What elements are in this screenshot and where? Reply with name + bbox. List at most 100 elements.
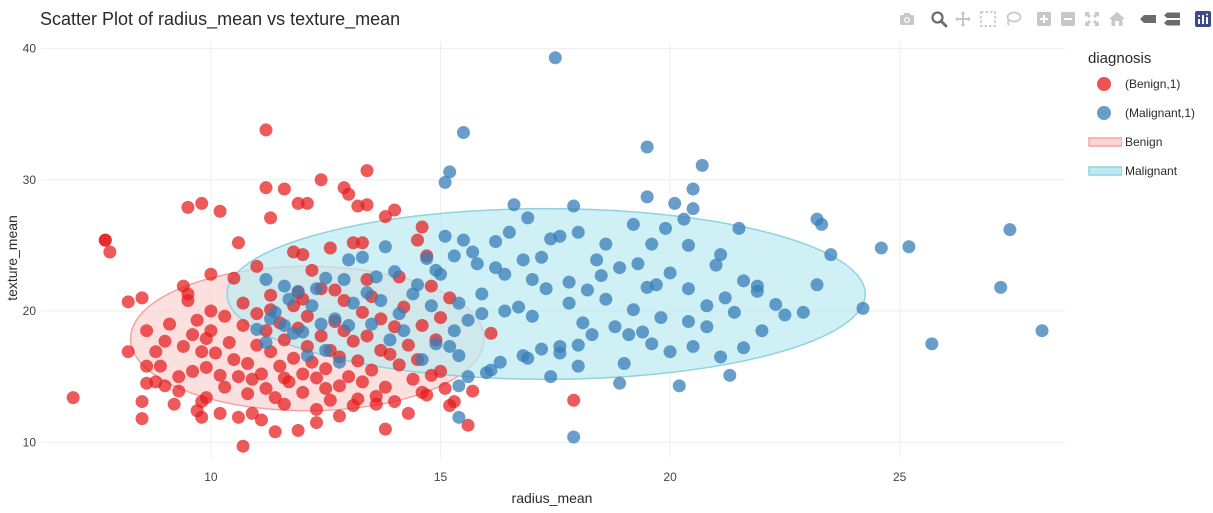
data-point[interactable] [443,165,457,179]
data-point[interactable] [631,257,645,271]
data-point[interactable] [296,367,310,381]
data-point[interactable] [342,187,356,201]
pan-icon[interactable] [954,10,972,28]
data-point[interactable] [452,296,466,310]
data-point[interactable] [328,312,342,326]
data-point[interactable] [241,387,255,401]
data-point[interactable] [163,317,177,331]
data-point[interactable] [475,307,489,321]
data-point[interactable] [378,380,392,394]
data-points[interactable] [66,51,1049,453]
data-point[interactable] [346,334,360,348]
data-point[interactable] [608,320,622,334]
data-point[interactable] [383,333,397,347]
data-point[interactable] [769,297,783,311]
data-point[interactable] [507,198,521,212]
data-point[interactable] [204,324,218,338]
data-point[interactable] [167,397,181,411]
data-point[interactable] [310,402,324,416]
data-point[interactable] [351,392,365,406]
data-point[interactable] [158,334,172,348]
data-point[interactable] [796,305,810,319]
data-point[interactable] [351,199,365,213]
data-point[interactable] [415,353,429,367]
data-point[interactable] [727,305,741,319]
data-point[interactable] [310,282,324,296]
data-point[interactable] [277,333,291,347]
data-point[interactable] [714,248,728,262]
data-point[interactable] [277,397,291,411]
data-point[interactable] [218,309,232,323]
data-point[interactable] [438,229,452,243]
data-point[interactable] [236,296,250,310]
legend-item-benign-ellipse[interactable]: Benign [1088,133,1208,162]
data-point[interactable] [259,381,273,395]
data-point[interactable] [406,287,420,301]
data-point[interactable] [750,284,764,298]
data-point[interactable] [300,196,314,210]
data-point[interactable] [681,282,695,296]
data-point[interactable] [686,202,700,216]
legend-item-malignant-ellipse[interactable]: Malignant [1088,162,1208,191]
data-point[interactable] [677,212,691,226]
data-point[interactable] [181,200,195,214]
data-point[interactable] [700,299,714,313]
data-point[interactable] [337,273,351,287]
plotly-logo-icon[interactable] [1194,10,1212,28]
data-point[interactable] [585,328,599,342]
data-point[interactable] [277,318,291,332]
data-point[interactable] [199,360,213,374]
data-point[interactable] [319,271,333,285]
data-point[interactable] [176,339,190,353]
hover-compare-icon[interactable] [1163,10,1181,28]
data-point[interactable] [649,278,663,292]
data-point[interactable] [824,248,838,262]
data-point[interactable] [172,370,186,384]
data-point[interactable] [415,385,429,399]
data-point[interactable] [493,355,507,369]
data-point[interactable] [383,347,397,361]
data-point[interactable] [195,345,209,359]
data-point[interactable] [199,391,213,405]
data-point[interactable] [218,380,232,394]
data-point[interactable] [737,274,751,288]
data-point[interactable] [360,164,374,178]
data-point[interactable] [378,240,392,254]
data-point[interactable] [250,307,264,321]
data-point[interactable] [264,211,278,225]
data-point[interactable] [388,395,402,409]
data-point[interactable] [245,406,259,420]
data-point[interactable] [466,384,480,398]
zoom-out-icon[interactable] [1059,10,1077,28]
data-point[interactable] [204,267,218,281]
data-point[interactable] [659,221,673,235]
data-point[interactable] [452,349,466,363]
data-point[interactable] [254,413,268,427]
data-point[interactable] [319,362,333,376]
data-point[interactable] [305,263,319,277]
data-point[interactable] [300,339,314,353]
autoscale-icon[interactable] [1083,10,1101,28]
data-point[interactable] [314,173,328,187]
data-point[interactable] [227,271,241,285]
data-point[interactable] [401,406,415,420]
data-point[interactable] [553,229,567,243]
data-point[interactable] [374,294,388,308]
data-point[interactable] [264,288,278,302]
data-point[interactable] [186,328,200,342]
data-point[interactable] [300,309,314,323]
data-point[interactable] [195,196,209,210]
data-point[interactable] [231,236,245,250]
data-point[interactable] [466,245,480,259]
data-point[interactable] [576,316,590,330]
data-point[interactable] [149,345,163,359]
data-point[interactable] [484,363,498,377]
data-point[interactable] [291,284,305,298]
data-point[interactable] [535,250,549,264]
data-point[interactable] [415,318,429,332]
data-point[interactable] [700,320,714,334]
data-point[interactable] [273,359,287,373]
data-point[interactable] [103,245,117,259]
data-point[interactable] [98,233,112,247]
